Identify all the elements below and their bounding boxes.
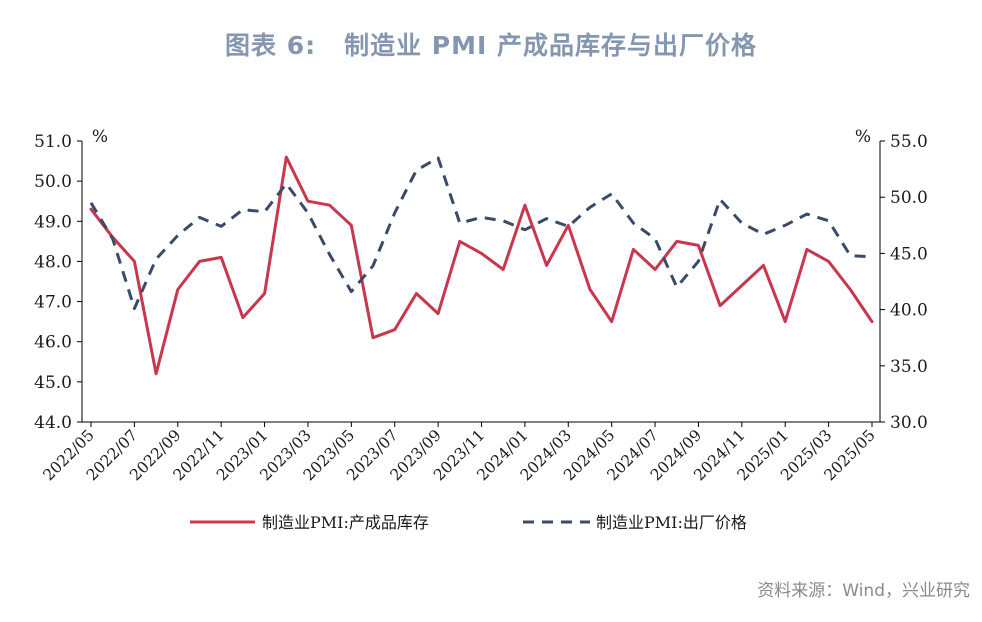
legend-label-inventory: 制造业PMI:产成品库存 [262,513,429,532]
series-line-inventory [89,155,874,376]
right-tick-label: 30.0 [890,413,928,433]
left-tick-label: 50.0 [34,172,72,192]
right-tick-label: 50.0 [890,188,928,208]
legend: 制造业PMI:产成品库存 制造业PMI:出厂价格 [190,513,747,532]
legend-label-price: 制造业PMI:出厂价格 [596,513,747,532]
left-tick-label: 44.0 [34,413,72,433]
right-tick-label: 40.0 [890,301,928,321]
left-tick-label: 51.0 [34,132,72,152]
left-tick-label: 47.0 [34,293,72,313]
left-tick-label: 49.0 [34,212,72,232]
left-tick-label: 45.0 [34,373,72,393]
line-chart: 44.0 45.0 46.0 47.0 48.0 49.0 50.0 51.0 30.0 35.0… [34,127,928,532]
right-tick-label: 55.0 [890,132,928,152]
source-note: 资料来源：Wind，兴业研究 [757,581,970,601]
series-line-price [89,156,873,310]
series-lines [89,155,874,376]
chart-title: 图表 6: 制造业 PMI 产成品库存与出厂价格 [0,26,982,62]
right-tick-label: 45.0 [890,244,928,264]
figure-title: 制造业 PMI 产成品库存与出厂价格 [344,31,758,60]
left-tick-label: 48.0 [34,252,72,272]
axes: 44.0 45.0 46.0 47.0 48.0 49.0 50.0 51.0 30.0 35.0… [34,127,928,484]
left-unit-label: % [92,127,108,147]
figure-number: 图表 6: [224,31,317,60]
left-tick-label: 46.0 [34,333,72,353]
right-tick-label: 35.0 [890,357,928,377]
right-unit-label: % [855,127,871,147]
